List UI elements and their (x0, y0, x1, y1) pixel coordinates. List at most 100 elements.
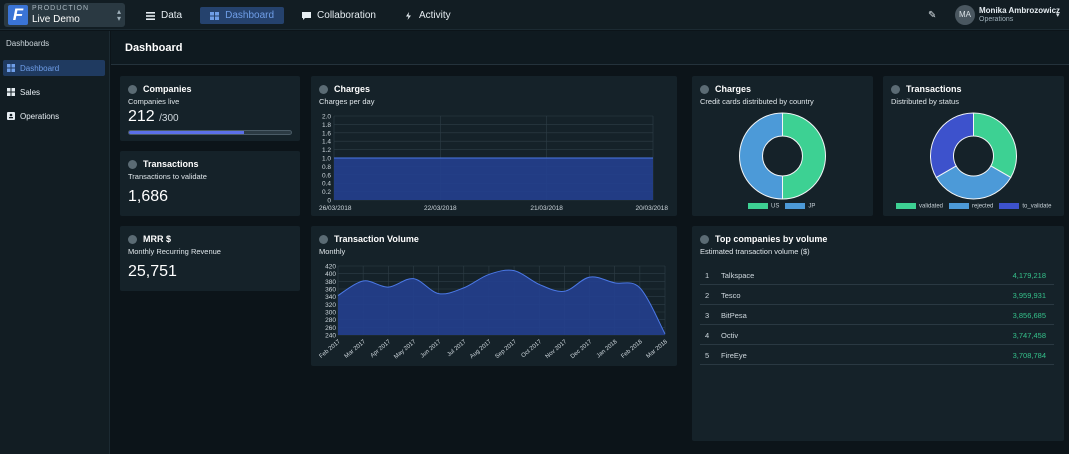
card-icon (319, 84, 328, 94)
card-title-text: Transactions (143, 159, 199, 169)
x-tick-label: Sep 2017 (494, 339, 518, 361)
chevron-down-icon[interactable]: ▾ (1056, 12, 1060, 19)
card-icon (319, 234, 328, 244)
chat-icon (302, 11, 312, 20)
x-tick-label: 20/03/2018 (635, 205, 668, 212)
y-tick-label: 1.4 (322, 139, 331, 146)
card-title: Charges (319, 84, 370, 94)
x-tick-label: Feb 2017 (319, 339, 343, 360)
y-tick-label: 280 (325, 317, 336, 324)
y-tick-label: 380 (325, 279, 336, 286)
dashboard-icon (7, 64, 15, 72)
edit-icon[interactable]: ✎ (928, 10, 937, 21)
x-tick-label: Mar 2018 (646, 339, 670, 360)
legend-item: JP (785, 203, 815, 210)
card-subtitle: Monthly Recurring Revenue (128, 247, 221, 256)
y-tick-label: 0.8 (322, 164, 331, 171)
user-name[interactable]: Monika Ambrozowicz (979, 6, 1061, 15)
card-title: Top companies by volume (700, 234, 827, 244)
companies-card: Companies Companies live 212 /300 (120, 76, 300, 141)
chart-legend: validated rejected to_validate (896, 203, 1051, 210)
card-title: Charges (700, 84, 751, 94)
charges-per-day-card: Charges Charges per day 0 0.2 0.4 0.6 0.8 1.0… (311, 76, 677, 216)
avatar[interactable]: MA (955, 5, 975, 25)
table-row[interactable]: 2 Tesco 3,959,931 (700, 285, 1054, 305)
card-subtitle: Credit cards distributed by country (700, 97, 814, 106)
environment-name: Live Demo (32, 14, 80, 25)
y-tick-label: 360 (325, 287, 336, 294)
donut-slice (739, 112, 783, 200)
y-tick-label: 0 (327, 198, 331, 205)
card-title-text: Transaction Volume (334, 234, 419, 244)
card-subtitle: Monthly (319, 247, 346, 256)
transactions-validate-value: 1,686 (128, 188, 169, 205)
main-nav: Data Dashboard Collaboration Activity (136, 7, 461, 24)
company-name-cell: Talkspace (721, 271, 755, 280)
rank-cell: 4 (705, 331, 710, 340)
legend-swatch (949, 203, 970, 209)
transactions-validate-card: Transactions Transactions to validate 1,… (120, 151, 300, 216)
y-tick-label: 2.0 (322, 114, 331, 121)
card-title-text: MRR $ (143, 234, 172, 244)
y-tick-label: 300 (325, 310, 336, 317)
company-name-cell: Tesco (721, 291, 741, 300)
legend-swatch (748, 203, 768, 209)
sidebar-item-label: Dashboard (20, 63, 60, 73)
sidebar-item-dashboard[interactable]: Dashboard (3, 60, 105, 76)
x-tick-label: Jun 2017 (420, 339, 443, 360)
card-icon (700, 84, 709, 94)
rank-cell: 2 (705, 291, 710, 300)
list-icon (146, 11, 155, 20)
table-row[interactable]: 5 FireEye 3,708,784 (700, 345, 1054, 365)
card-icon (891, 84, 900, 94)
companies-progress (128, 130, 292, 135)
rank-cell: 5 (705, 351, 710, 360)
page-header: Dashboard (111, 31, 1069, 65)
nav-collaboration[interactable]: Collaboration (292, 7, 386, 24)
legend-swatch (785, 203, 806, 209)
card-title: Transactions (128, 159, 199, 169)
volume-cell: 3,708,784 (1012, 351, 1046, 360)
x-tick-label: Dec 2017 (570, 339, 594, 361)
sidebar-item-sales[interactable]: Sales (3, 84, 105, 100)
y-tick-label: 0.6 (322, 172, 331, 179)
sidebar: Dashboards Dashboard Sales Operations (0, 31, 110, 454)
card-icon (128, 234, 137, 244)
app-logo: F (8, 5, 28, 25)
table-row[interactable]: 3 BitPesa 3,856,685 (700, 305, 1054, 325)
charges-per-day-chart: 0 0.20.4 0.60.81.0 1.21.4 1.61.82.0 26/03/201… (319, 114, 668, 213)
y-tick-label: 260 (325, 325, 336, 332)
card-icon (128, 159, 137, 169)
card-title: Companies (128, 84, 192, 94)
id-card-icon (7, 112, 15, 120)
x-tick-label: 21/03/2018 (530, 205, 563, 212)
nav-dashboard[interactable]: Dashboard (200, 7, 285, 24)
x-tick-label: 22/03/2018 (424, 205, 457, 212)
card-title-text: Charges (334, 84, 371, 94)
card-subtitle: Transactions to validate (128, 172, 207, 181)
transaction-volume-card: Transaction Volume Monthly 240 260 280 300 3… (311, 226, 677, 366)
company-name-cell: FireEye (721, 351, 747, 360)
environment-selector[interactable]: F PRODUCTION Live Demo ▴ ▾ (4, 3, 125, 27)
donut-slice (782, 112, 826, 200)
legend-item: rejected (949, 203, 993, 210)
table-row[interactable]: 4 Octiv 3,747,458 (700, 325, 1054, 345)
nav-activity[interactable]: Activity (394, 7, 461, 24)
y-tick-label: 420 (325, 264, 336, 271)
sidebar-item-label: Operations (20, 111, 60, 121)
y-tick-label: 320 (325, 302, 336, 309)
y-tick-label: 0.4 (322, 181, 331, 188)
user-role: Operations (979, 16, 1014, 23)
y-tick-label: 1.8 (322, 122, 331, 129)
x-tick-label: Jul 2017 (446, 339, 468, 359)
transactions-status-card: Transactions Distributed by status valid… (883, 76, 1064, 216)
table-row[interactable]: 1 Talkspace 4,179,218 (700, 265, 1054, 285)
charges-country-donut (739, 112, 826, 200)
dashboard-icon (7, 88, 15, 96)
top-companies-card: Top companies by volume Estimated transa… (692, 226, 1064, 441)
legend-label: to_validate (1022, 203, 1052, 210)
sidebar-item-operations[interactable]: Operations (3, 108, 105, 124)
companies-count: 212 (128, 108, 155, 125)
nav-data[interactable]: Data (136, 7, 192, 24)
legend-swatch (896, 203, 916, 209)
